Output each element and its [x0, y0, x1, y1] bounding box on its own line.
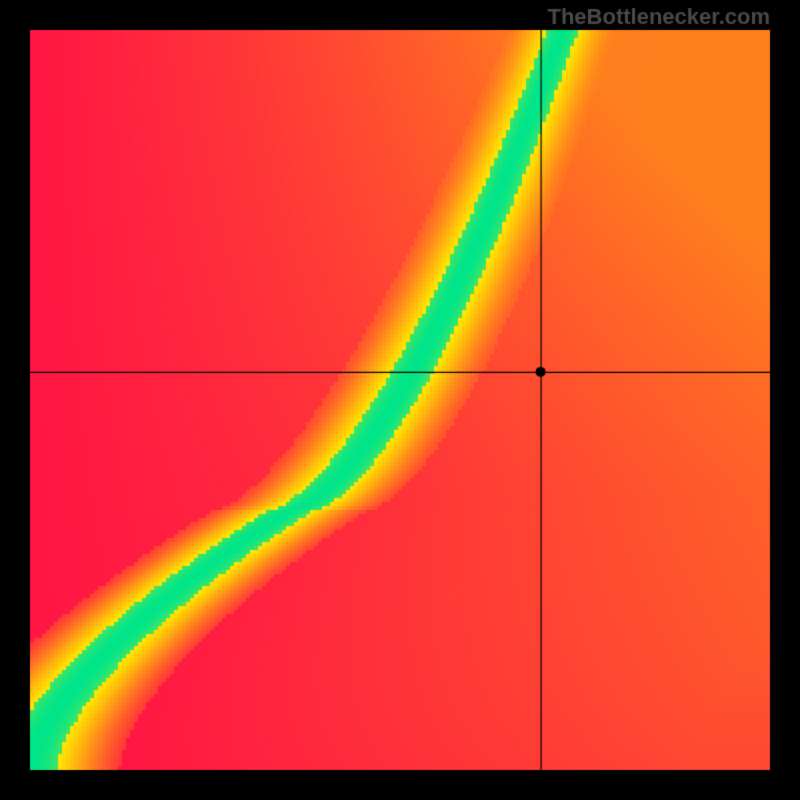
bottleneck-heatmap [0, 0, 800, 800]
